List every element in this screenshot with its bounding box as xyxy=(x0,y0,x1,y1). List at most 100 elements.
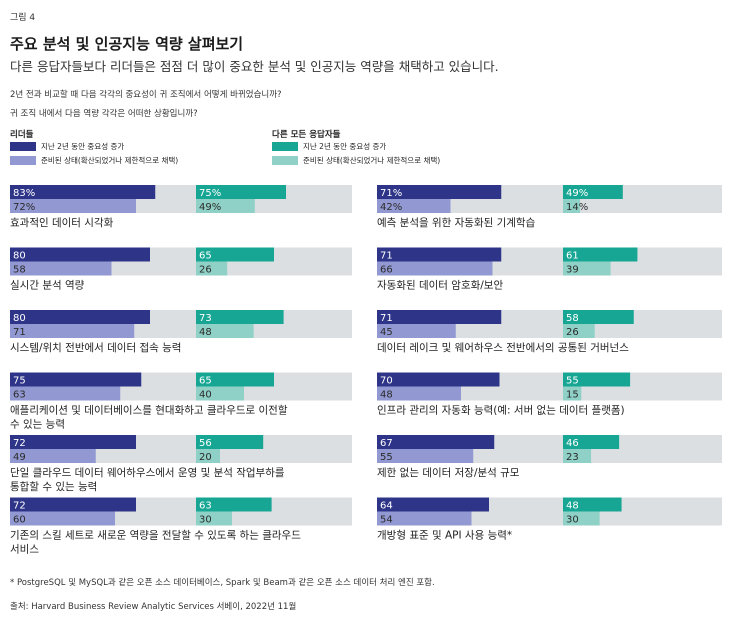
footnote: * PostgreSQL 및 MySQL과 같은 오픈 소스 데이터베이스, S… xyxy=(10,578,435,588)
data-label-leaders-ready: 48 xyxy=(380,390,393,401)
data-label-leaders-ready: 71 xyxy=(13,327,26,338)
data-label-others-ready: 23 xyxy=(566,452,579,463)
data-label-leaders-ready: 58 xyxy=(13,265,26,276)
data-label-leaders-increase: 83% xyxy=(13,188,35,199)
legend-swatch-others-ready xyxy=(272,156,298,165)
data-label-leaders-increase: 67 xyxy=(380,438,393,449)
bar-others-increase xyxy=(196,310,284,324)
bar-others-increase xyxy=(563,185,623,199)
data-label-others-ready: 39 xyxy=(566,265,579,276)
bar-leaders-ready xyxy=(377,511,472,526)
chart-title: 주요 분석 및 인공지능 역량 살펴보기 xyxy=(10,35,244,53)
bar-track-gap xyxy=(552,435,563,463)
data-label-leaders-increase: 75 xyxy=(13,376,26,387)
data-label-others-ready: 40 xyxy=(199,390,212,401)
bar-leaders-increase xyxy=(377,247,502,262)
legend-item-leaders-ready: 준비된 상태(확산되었거나 제한적으로 채택) xyxy=(10,155,178,166)
data-label-leaders-ready: 72% xyxy=(13,202,35,213)
legend-label: 준비된 상태(확산되었거나 제한적으로 채택) xyxy=(303,156,441,165)
bar-leaders-ready xyxy=(10,449,96,463)
bar-track-gap xyxy=(185,372,196,401)
legend-swatch-leaders-ready xyxy=(10,156,36,165)
data-label-others-increase: 49% xyxy=(566,188,588,199)
data-label-leaders-increase: 80 xyxy=(13,313,26,324)
bar-others-ready xyxy=(563,511,600,526)
bar-others-ready xyxy=(563,324,595,338)
category-label: 실시간 분석 역량 xyxy=(10,280,85,292)
legend-swatch-others-increase xyxy=(272,142,298,151)
category-label: 시스템/위치 전반에서 데이터 접속 능력 xyxy=(10,341,181,354)
category-label: 제한 없는 데이터 저장/분석 규모 xyxy=(377,466,520,479)
bar-others-increase xyxy=(563,435,620,449)
legend-item-others-ready: 준비된 상태(확산되었거나 제한적으로 채택) xyxy=(272,155,440,166)
data-label-others-increase: 46 xyxy=(566,438,579,449)
data-label-others-increase: 65 xyxy=(199,376,212,387)
bar-track-gap xyxy=(552,372,563,401)
data-label-leaders-increase: 70 xyxy=(380,376,393,387)
data-label-leaders-increase: 71 xyxy=(380,251,393,262)
bar-leaders-increase xyxy=(377,497,489,512)
data-label-others-increase: 55 xyxy=(566,376,579,387)
bar-others-ready xyxy=(196,261,228,276)
bar-others-ready xyxy=(563,261,611,276)
bar-others-ready xyxy=(196,386,244,401)
legend-heading-leaders: 리더들 xyxy=(10,130,34,140)
bar-others-increase xyxy=(196,497,272,512)
category-label: 서비스 xyxy=(10,544,39,556)
bar-leaders-increase xyxy=(377,435,495,449)
bar-others-ready xyxy=(196,324,254,338)
bar-leaders-ready xyxy=(377,324,456,338)
bar-leaders-ready xyxy=(377,449,474,463)
data-label-leaders-ready: 63 xyxy=(13,390,26,401)
question-2: 귀 조직 내에서 다음 역량 각각은 어떠한 상황입니까? xyxy=(10,109,198,119)
bar-leaders-ready xyxy=(10,261,112,276)
data-label-leaders-increase: 72 xyxy=(13,438,26,449)
bar-others-increase xyxy=(196,247,274,262)
category-label: 기존의 스킬 세트로 새로운 역량을 전달할 수 있도록 하는 클라우드 xyxy=(10,529,301,542)
bar-leaders-ready xyxy=(10,199,136,213)
data-label-others-increase: 56 xyxy=(199,438,212,449)
bar-leaders-increase xyxy=(10,435,136,449)
bar-leaders-ready xyxy=(10,324,135,338)
bar-track-gap xyxy=(185,497,196,526)
bar-leaders-increase xyxy=(10,497,136,512)
legend-swatch-leaders-increase xyxy=(10,142,36,151)
figure-label: 그림 4 xyxy=(10,13,36,23)
bar-others-ready xyxy=(196,199,255,213)
data-label-leaders-ready: 54 xyxy=(380,515,393,526)
data-label-leaders-ready: 42% xyxy=(380,202,402,213)
category-label: 효과적인 데이터 시각화 xyxy=(10,217,114,229)
bar-leaders-increase xyxy=(10,185,156,199)
chart-subtitle: 다른 응답자들보다 리더들은 점점 더 많이 중요한 분석 및 인공지능 역량을… xyxy=(10,59,499,74)
bar-others-ready xyxy=(196,511,232,526)
category-label: 단일 클라우드 데이터 웨어하우스에서 운영 및 분석 작업부하를 xyxy=(10,466,285,479)
bar-track-gap xyxy=(552,247,563,276)
data-label-leaders-increase: 71 xyxy=(380,313,393,324)
data-label-others-increase: 65 xyxy=(199,251,212,262)
data-label-leaders-increase: 80 xyxy=(13,251,26,262)
category-label: 수 있는 능력 xyxy=(10,419,65,431)
legend-item-leaders-increase: 지난 2년 동안 중요성 증가 xyxy=(10,141,124,152)
data-label-leaders-ready: 60 xyxy=(13,515,26,526)
data-label-others-increase: 63 xyxy=(199,501,212,512)
bar-leaders-ready xyxy=(10,511,115,526)
data-label-others-increase: 73 xyxy=(199,313,212,324)
bar-leaders-increase xyxy=(377,185,502,199)
bar-others-ready xyxy=(196,449,220,463)
bar-leaders-ready xyxy=(377,386,461,401)
bar-track-gap xyxy=(552,185,563,213)
bar-track-gap xyxy=(552,310,563,338)
data-label-leaders-increase: 71% xyxy=(380,188,402,199)
bar-others-increase xyxy=(196,185,286,199)
bar-track-gap xyxy=(185,310,196,338)
legend-label: 준비된 상태(확산되었거나 제한적으로 채택) xyxy=(41,156,179,165)
legend-label: 지난 2년 동안 중요성 증가 xyxy=(41,142,125,151)
bar-others-increase xyxy=(196,435,264,449)
data-label-others-ready: 30 xyxy=(566,515,579,526)
legend-item-others-increase: 지난 2년 동안 중요성 증가 xyxy=(272,141,386,152)
category-label: 인프라 관리의 자동화 능력(예: 서버 없는 데이터 플랫폼) xyxy=(377,404,625,417)
bar-others-increase xyxy=(563,247,638,262)
category-label: 자동화된 데이터 암호화/보안 xyxy=(377,280,503,292)
bar-track-gap xyxy=(185,435,196,463)
bar-leaders-increase xyxy=(377,372,500,387)
